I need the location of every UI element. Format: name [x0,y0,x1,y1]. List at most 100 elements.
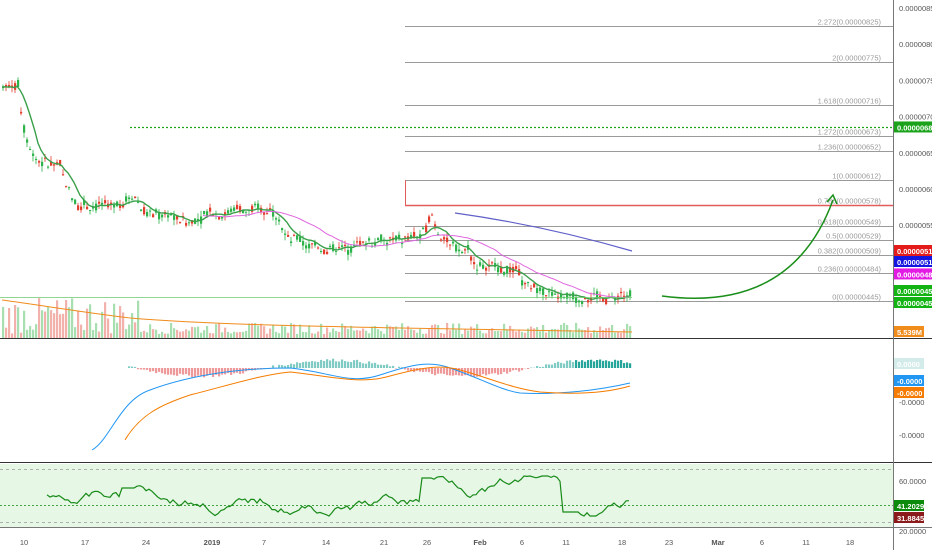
volume-bar [599,326,602,338]
volume-bar [152,329,155,338]
macd-histogram-bar [227,368,230,374]
candle-body [260,207,263,213]
candle-body [299,236,302,242]
macd-histogram-bar [587,360,590,368]
macd-histogram-bar [365,363,368,368]
volume-bar [446,322,449,338]
volume-bar [422,333,425,338]
candle-body [446,237,449,243]
candle-body [110,202,113,206]
volume-bar [302,331,305,338]
volume-bar [182,331,185,338]
candle-body [323,249,326,254]
macd-histogram-bar [299,363,302,368]
volume-bar [353,330,356,338]
time-tick-label: 6 [760,538,764,547]
macd-histogram-bar [509,368,512,372]
macd-histogram-bar [215,368,218,375]
candle-body [32,153,35,156]
candle-body [389,237,392,239]
volume-bar [239,332,242,338]
candle-body [272,210,275,217]
volume-bar [68,307,71,338]
volume-bar [299,324,302,338]
price-axis[interactable]: 0.00000850 0.00000800 0.00000750 0.00000700… [894,4,932,536]
volume-bar [275,331,278,338]
volume-bar [515,331,518,338]
candle-body [59,159,62,166]
macd-histogram-bar [209,368,212,375]
macd-histogram-bar [191,368,194,378]
volume-bar [233,331,236,338]
time-axis[interactable]: 10 17 24 2019 7 14 21 26 Feb 6 11 18 23 Mar 6 11 18 [20,538,854,547]
projection-curve [661,199,834,299]
volume-bar [449,330,452,338]
volume-bar [95,323,98,338]
volume-bar [128,324,131,338]
volume-bar [365,330,368,338]
price-badge-bg [894,326,924,337]
candle-body [296,235,299,240]
candle-body [410,234,413,239]
volume-bar [590,333,593,338]
macd-histogram-bar [212,368,215,377]
macd-histogram-bar [341,359,344,368]
macd-histogram-bar [401,367,404,368]
candle-body [53,164,56,166]
candle-body [440,239,443,241]
macd-histogram-bar [515,368,518,370]
macd-histogram-bar [353,360,356,368]
candle-body [221,216,224,219]
macd-histogram-bar [605,360,608,368]
volume-bar [440,332,443,338]
macd-histogram-bar [491,368,494,374]
macd-histogram-bar [497,368,500,375]
macd-histogram-bar [335,361,338,368]
rsi-badge-bg [894,500,924,511]
candle-body [599,295,602,297]
candle-body [515,266,518,270]
candle-body [431,214,434,216]
macd-histogram-bar [128,366,131,368]
fib-level-label: 0.382(0.00000509) [818,247,882,256]
volume-bar [398,329,401,338]
volume-bar [29,325,32,338]
macd-signal-line [124,366,631,441]
candle-body [353,245,356,247]
volume-bar [125,329,128,338]
macd-histogram-bar [293,364,296,368]
price-tick-label: 0.00000550 [899,221,932,230]
volume-bar [626,323,629,338]
candle-body [209,207,212,212]
volume-bar [47,306,50,338]
rsi-badge-bg [894,512,924,523]
volume-bar [407,326,410,338]
candle-body [80,206,83,211]
macd-histogram-bar [470,368,473,377]
candle-body [5,85,8,87]
candle-body [386,242,389,246]
volume-bar [281,325,284,338]
volume-bar [608,327,611,338]
macd-histogram-bar [290,363,293,368]
fib-level-label: 0.5(0.00000529) [826,232,882,241]
candle-body [143,207,146,215]
rsi-tick-label: 20.0000 [899,527,926,536]
macd-histogram-bar [377,364,380,368]
volume-bar [335,330,338,338]
volume-bar [80,324,83,338]
macd-histogram-bar [140,368,143,370]
macd-histogram-bar [566,360,569,368]
time-tick-label: 18 [846,538,854,547]
candle-body [281,228,284,231]
macd-histogram-bar [581,360,584,368]
volume-bar [497,330,500,338]
volume-bar [284,326,287,338]
candle-body [533,283,536,288]
macd-histogram-bar [407,368,410,371]
candle-body [11,85,14,87]
macd-histogram-bar [356,359,359,368]
candle-body [230,208,233,212]
volume-bar [74,327,77,338]
